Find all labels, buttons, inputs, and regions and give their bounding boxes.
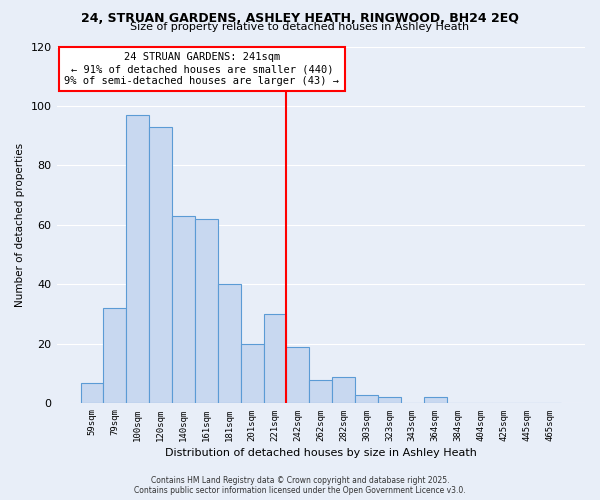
Text: Size of property relative to detached houses in Ashley Heath: Size of property relative to detached ho… — [130, 22, 470, 32]
Bar — [355, 394, 378, 404]
Bar — [127, 115, 149, 404]
X-axis label: Distribution of detached houses by size in Ashley Heath: Distribution of detached houses by size … — [165, 448, 477, 458]
Bar — [424, 398, 446, 404]
Bar — [378, 398, 401, 404]
Bar — [310, 380, 332, 404]
Bar — [195, 219, 218, 404]
Bar — [218, 284, 241, 404]
Bar — [241, 344, 263, 404]
Bar — [149, 127, 172, 404]
Bar — [103, 308, 127, 404]
Bar — [332, 376, 355, 404]
Text: 24 STRUAN GARDENS: 241sqm
← 91% of detached houses are smaller (440)
9% of semi-: 24 STRUAN GARDENS: 241sqm ← 91% of detac… — [64, 52, 340, 86]
Text: Contains HM Land Registry data © Crown copyright and database right 2025.
Contai: Contains HM Land Registry data © Crown c… — [134, 476, 466, 495]
Text: 24, STRUAN GARDENS, ASHLEY HEATH, RINGWOOD, BH24 2EQ: 24, STRUAN GARDENS, ASHLEY HEATH, RINGWO… — [81, 12, 519, 26]
Bar — [80, 382, 103, 404]
Bar — [263, 314, 286, 404]
Y-axis label: Number of detached properties: Number of detached properties — [15, 143, 25, 307]
Bar — [286, 347, 310, 404]
Bar — [172, 216, 195, 404]
